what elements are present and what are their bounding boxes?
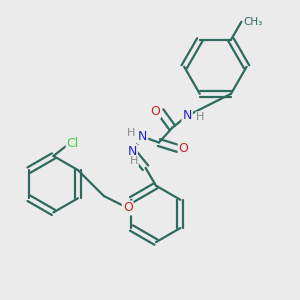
- Text: N: N: [138, 130, 147, 143]
- Text: H: H: [130, 156, 138, 166]
- Text: O: O: [178, 142, 188, 155]
- Text: O: O: [150, 105, 160, 118]
- Text: N: N: [128, 145, 137, 158]
- Text: CH₃: CH₃: [243, 17, 262, 27]
- Text: Cl: Cl: [67, 137, 79, 150]
- Text: H: H: [196, 112, 205, 122]
- Text: H: H: [127, 128, 135, 138]
- Text: O: O: [123, 202, 133, 214]
- Text: N: N: [182, 109, 192, 122]
